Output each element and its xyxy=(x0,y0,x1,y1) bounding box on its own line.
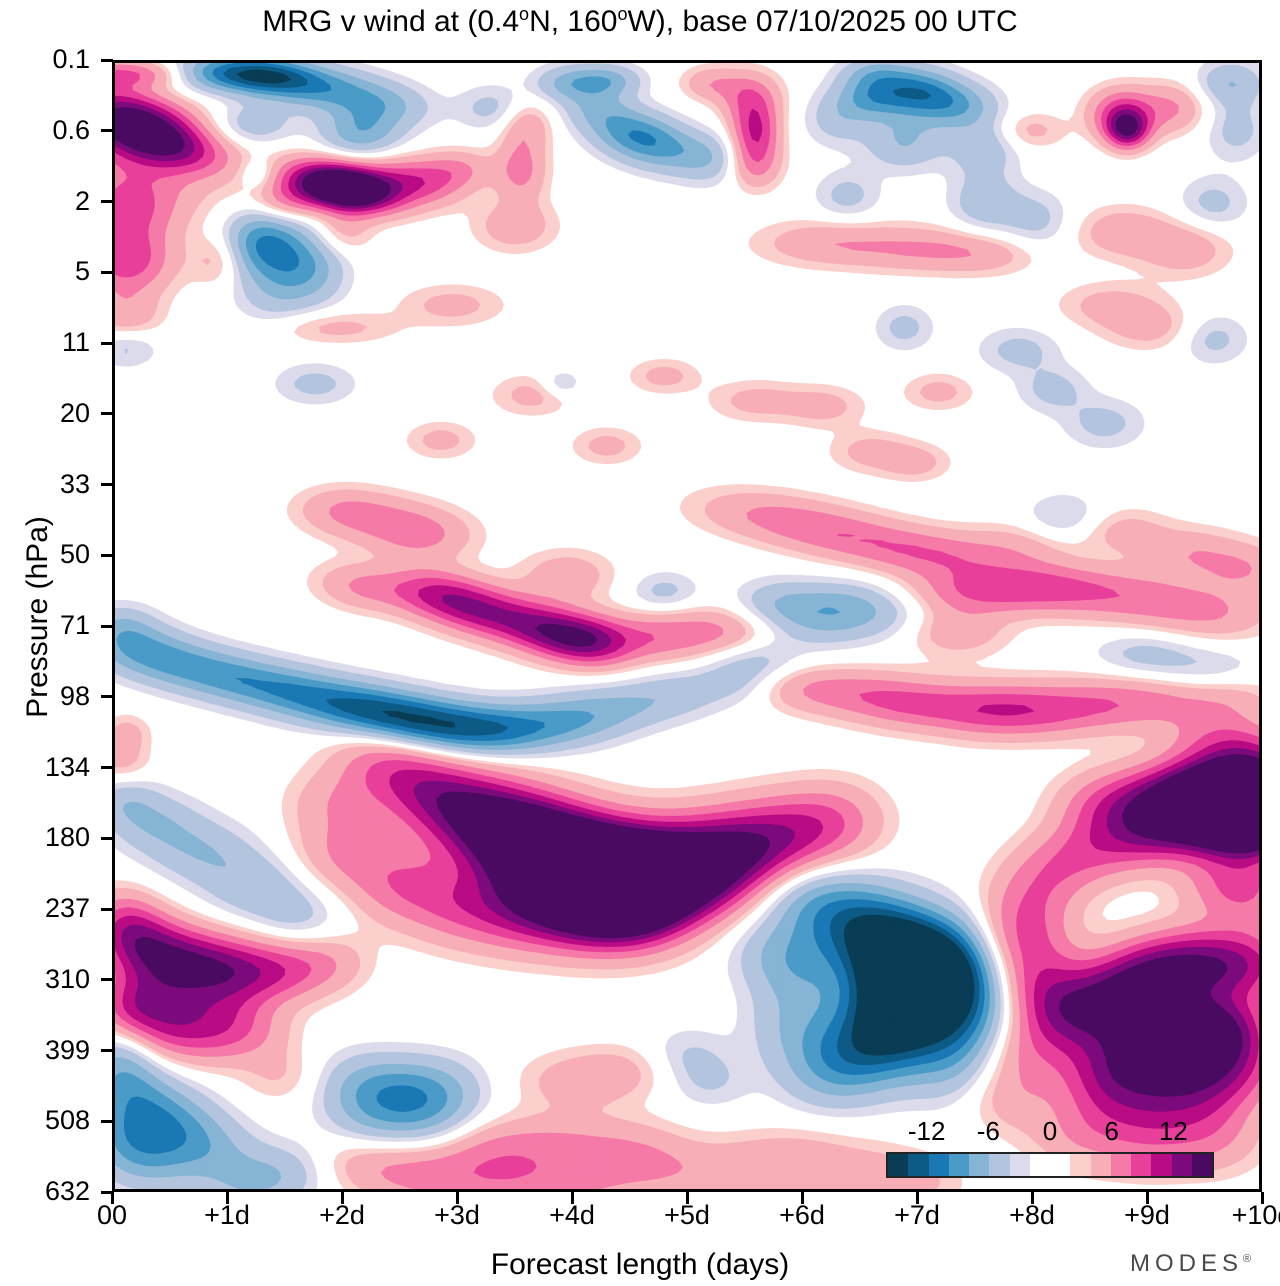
x-tick-mark xyxy=(455,1192,459,1204)
y-tick-label: 632 xyxy=(44,1176,90,1206)
contour-band xyxy=(115,63,1259,1189)
y-tick-label: 50 xyxy=(59,539,90,570)
contour-band xyxy=(115,107,1259,1097)
colorbar-swatch xyxy=(908,1154,929,1176)
contour-band xyxy=(115,64,1259,1189)
x-tick-label: +4d xyxy=(549,1200,595,1230)
x-tick-label: +5d xyxy=(664,1200,710,1230)
modes-logo: MODES® xyxy=(1130,1250,1252,1277)
x-tick-label: +7d xyxy=(894,1200,940,1230)
y-tick-mark xyxy=(101,200,113,203)
y-tick-label: 508 xyxy=(44,1105,90,1136)
colorbar-swatch xyxy=(989,1154,1010,1176)
y-tick-label: 11 xyxy=(61,327,90,357)
x-tick-mark xyxy=(1030,1192,1034,1204)
colorbar xyxy=(886,1152,1214,1178)
y-tick-mark xyxy=(101,836,113,840)
y-tick-mark xyxy=(101,1049,113,1052)
y-tick-label: 20 xyxy=(59,397,90,428)
x-tick-mark xyxy=(340,1192,344,1204)
y-tick-mark xyxy=(101,978,113,982)
colorbar-tick-label: 6 xyxy=(1104,1116,1119,1146)
x-tick-label: +3d xyxy=(434,1200,480,1230)
contour-band xyxy=(115,95,1259,1129)
y-tick-label: 33 xyxy=(59,468,90,499)
y-tick-label: 310 xyxy=(44,963,90,994)
x-tick-mark xyxy=(110,1192,114,1204)
colorbar-swatch xyxy=(888,1154,909,1176)
x-tick-label: +9d xyxy=(1124,1200,1170,1230)
colorbar-swatch xyxy=(1151,1154,1172,1176)
colorbar-swatch xyxy=(1090,1154,1111,1176)
colorbar-tick-label: 12 xyxy=(1158,1116,1188,1146)
colorbar-swatch xyxy=(1009,1154,1030,1176)
y-tick-label: 237 xyxy=(44,893,90,923)
y-tick-label: 399 xyxy=(44,1034,90,1065)
y-tick-label: 0.6 xyxy=(52,114,90,145)
y-tick-mark xyxy=(101,766,113,769)
y-tick-mark xyxy=(101,553,113,557)
colorbar-swatch xyxy=(1029,1154,1050,1176)
x-tick-mark xyxy=(225,1192,229,1204)
colorbar-swatch xyxy=(948,1154,969,1176)
x-tick-mark xyxy=(685,1192,689,1204)
y-tick-mark xyxy=(101,624,113,628)
colorbar-swatch xyxy=(1171,1154,1192,1176)
x-tick-mark xyxy=(800,1192,804,1204)
x-tick-label: +6d xyxy=(779,1200,825,1230)
y-tick-mark xyxy=(101,58,113,62)
x-tick-label: +2d xyxy=(319,1200,365,1230)
x-axis-label: Forecast length (days) xyxy=(490,1248,790,1281)
y-tick-label: 5 xyxy=(74,256,90,287)
y-tick-mark xyxy=(101,483,113,486)
y-tick-label: 71 xyxy=(59,610,90,640)
plot-area xyxy=(112,60,1262,1192)
colorbar-swatch xyxy=(928,1154,949,1176)
colorbar-swatch xyxy=(1191,1154,1212,1176)
y-tick-label: 180 xyxy=(44,822,90,853)
x-tick-mark xyxy=(1260,1192,1264,1204)
colorbar-tick-label: 0 xyxy=(1042,1116,1058,1146)
x-tick-mark xyxy=(1145,1192,1149,1204)
y-tick-mark xyxy=(101,270,113,274)
colorbar-swatch xyxy=(1131,1154,1152,1176)
colorbar-swatch xyxy=(1110,1154,1131,1176)
y-tick-mark xyxy=(101,341,113,345)
colorbar-swatch xyxy=(1070,1154,1091,1176)
y-tick-label: 2 xyxy=(74,185,90,216)
x-tick-mark xyxy=(915,1192,919,1204)
colorbar-swatch xyxy=(1050,1154,1071,1176)
colorbar-tick-label: -6 xyxy=(976,1116,1000,1146)
x-tick-label: +10d xyxy=(1231,1200,1280,1230)
colorbar-tick-label: -12 xyxy=(907,1116,946,1146)
contour-field xyxy=(115,63,1259,1189)
x-tick-label: +1d xyxy=(204,1200,250,1230)
y-tick-mark xyxy=(101,129,113,133)
y-tick-mark xyxy=(101,1190,113,1194)
y-tick-mark xyxy=(101,412,113,416)
colorbar-labels: -12 -6 0 6 12 xyxy=(886,1116,1214,1148)
y-axis-ticks: 0.1 0.6 2 5 11 20 33 50 71 98 134 180 237 310 399 508 63… xyxy=(0,0,102,1286)
colorbar-swatch xyxy=(969,1154,990,1176)
chart-title: MRG v wind at (0.4oN, 160oW), base 07/10… xyxy=(262,4,1018,38)
x-tick-label: +8d xyxy=(1009,1200,1055,1230)
x-tick-label: 00 xyxy=(96,1200,128,1230)
y-tick-mark xyxy=(101,695,113,699)
y-tick-mark xyxy=(101,907,113,911)
y-tick-label: 0.1 xyxy=(52,44,90,74)
y-tick-label: 98 xyxy=(59,680,90,711)
y-tick-label: 134 xyxy=(44,751,90,782)
x-tick-mark xyxy=(570,1192,574,1204)
y-tick-mark xyxy=(101,1119,113,1123)
